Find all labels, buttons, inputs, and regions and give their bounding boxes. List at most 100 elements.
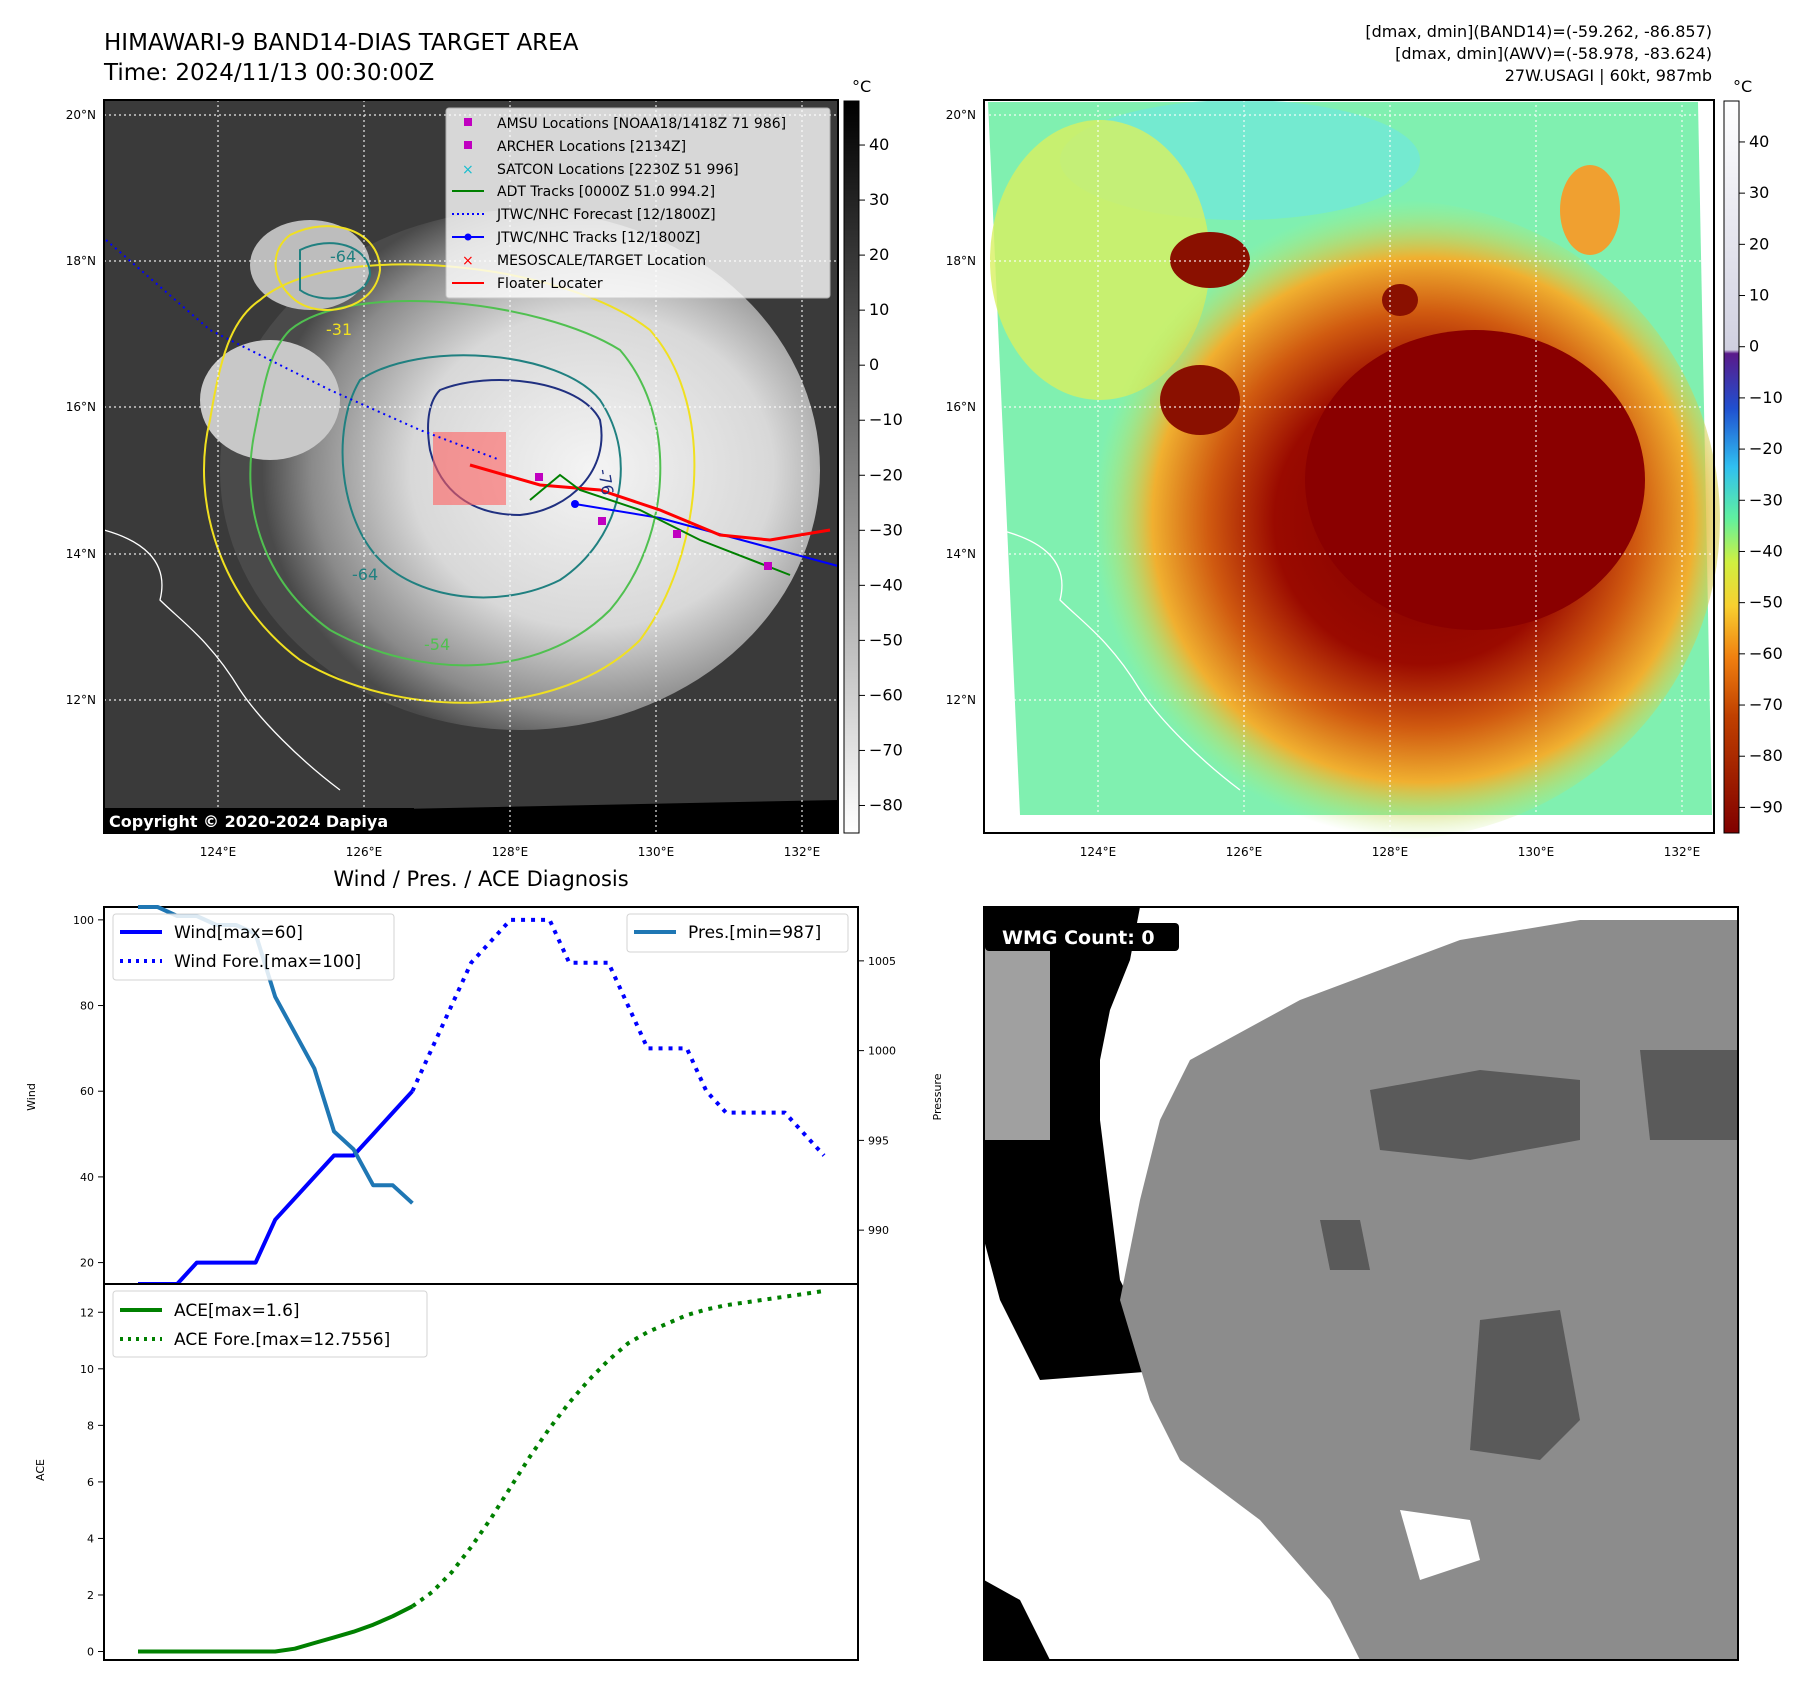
wind-legend: Wind[max=60] Wind Fore.[max=100] — [112, 913, 395, 981]
colorbar-tick-label: −30 — [869, 520, 903, 539]
y-tick-label: 0 — [87, 1646, 94, 1659]
right-map-lon-ticks: 124°E 126°E 128°E 130°E 132°E — [1080, 845, 1701, 859]
copyright: Copyright © 2020-2024 Dapiya — [109, 812, 388, 831]
figure-title-line2: Time: 2024/11/13 00:30:00Z — [103, 60, 434, 86]
coastline — [999, 529, 1241, 791]
contour-teal — [341, 354, 622, 599]
colorbar-tick-label: −30 — [1749, 490, 1783, 509]
y-tick-label: 20 — [80, 1257, 94, 1270]
legend-pressure: Pres.[min=987] — [688, 923, 821, 943]
contour-navy — [427, 379, 603, 517]
lat-tick: 16°N — [66, 400, 96, 414]
legend-floater: Floater Locater — [497, 276, 603, 292]
colorbar-tick-label: −70 — [1749, 695, 1783, 714]
y-tick-label: 100 — [73, 914, 94, 927]
contour-label: -64 — [352, 565, 378, 584]
y2-tick-label: 995 — [868, 1134, 889, 1147]
colorbar-tick-label: 20 — [1749, 234, 1769, 253]
contour-yellow-2 — [274, 225, 382, 311]
lat-tick: 18°N — [946, 254, 976, 268]
left-map-lon-ticks: 124°E 126°E 128°E 130°E 132°E — [200, 845, 821, 859]
colorbar-tick-label: −20 — [1749, 439, 1783, 458]
series-line-0 — [138, 1089, 414, 1286]
diagnosis-title: Wind / Pres. / ACE Diagnosis — [333, 867, 628, 891]
lon-tick: 132°E — [1664, 845, 1701, 859]
legend-target-marker: × — [462, 253, 474, 269]
series-line-1 — [411, 1288, 825, 1608]
colorbar-tick-label: −80 — [869, 795, 903, 814]
series-line-0 — [138, 1604, 414, 1654]
archer-marker — [764, 562, 772, 570]
colorbar-tick-label: 30 — [1749, 183, 1769, 202]
figure-title-line1: HIMAWARI-9 BAND14-DIAS TARGET AREA — [104, 30, 579, 56]
lat-tick: 18°N — [66, 254, 96, 268]
y-tick-label: 8 — [87, 1419, 94, 1432]
pressure-legend: Pres.[min=987] — [626, 913, 849, 953]
legend-archer-marker — [464, 141, 472, 149]
legend-target: MESOSCALE/TARGET Location — [497, 253, 706, 269]
colorbar-tick-label: −60 — [869, 685, 903, 704]
lat-tick: 20°N — [66, 108, 96, 122]
colorbar-tick-label: −70 — [869, 740, 903, 759]
colorbar-right-unit: °C — [1733, 77, 1752, 96]
lon-tick: 132°E — [784, 845, 821, 859]
y-tick-label: 4 — [87, 1532, 94, 1545]
lat-tick: 12°N — [66, 693, 96, 707]
wind-axis-label: Wind — [25, 1083, 38, 1111]
colorbar-tick-label: 20 — [869, 245, 889, 264]
lon-tick: 126°E — [1226, 845, 1263, 859]
adt-track — [529, 473, 791, 576]
legend-ace: ACE[max=1.6] — [174, 1301, 300, 1321]
archer-marker — [673, 530, 681, 538]
colorbar-tick-label: 10 — [1749, 286, 1769, 305]
colorbar-tick-label: −40 — [1749, 541, 1783, 560]
colorbar-tick-label: 30 — [869, 190, 889, 209]
colorbar-tick-label: −80 — [1749, 746, 1783, 765]
legend-wind: Wind[max=60] — [174, 923, 303, 943]
amsu-marker — [535, 473, 543, 481]
contour-label: -54 — [424, 635, 450, 654]
lat-tick: 20°N — [946, 108, 976, 122]
colorbar-tick-label: −50 — [869, 630, 903, 649]
target-box — [433, 432, 506, 505]
legend-ace-fore: ACE Fore.[max=12.7556] — [174, 1330, 390, 1350]
legend-amsu: AMSU Locations [NOAA18/1418Z 71 986] — [497, 116, 786, 132]
lon-tick: 126°E — [346, 845, 383, 859]
colorbar-right: °C 40 30 20 10 0 −10 −20 −30 −40 −50 −60 −70 −80 −90 — [1723, 77, 1783, 834]
legend-jtwc: JTWC/NHC Tracks [12/1800Z] — [496, 230, 700, 246]
pressure-axis-label: Pressure — [931, 1073, 944, 1120]
stats-line1: [dmax, dmin](BAND14)=(-59.262, -86.857) — [1365, 22, 1712, 41]
legend-amsu-marker — [464, 118, 472, 126]
colorbar-tick-label: −40 — [869, 575, 903, 594]
lon-tick: 128°E — [492, 845, 529, 859]
colorbar-tick-label: −60 — [1749, 644, 1783, 663]
lon-tick: 128°E — [1372, 845, 1409, 859]
y-tick-label: 40 — [80, 1171, 94, 1184]
contour-label: -31 — [326, 320, 352, 339]
colorbar-tick-label: 0 — [869, 355, 879, 374]
colorbar-tick-label: 0 — [1749, 337, 1759, 356]
wmg-panel: WMG Count: 0 — [983, 906, 1739, 1661]
colorbar-tick-label: −50 — [1749, 593, 1783, 612]
ace-axis-label: ACE — [34, 1459, 47, 1481]
stats-line3: 27W.USAGI | 60kt, 987mb — [1505, 66, 1712, 85]
lat-tick: 12°N — [946, 693, 976, 707]
colorbar-right-ticks: 40 30 20 10 0 −10 −20 −30 −40 −50 −60 −70 −80 −90 — [1739, 132, 1783, 816]
y2-tick-label: 1000 — [868, 1045, 896, 1058]
legend-forecast: JTWC/NHC Forecast [12/1800Z] — [496, 207, 716, 223]
jtwc-forecast-track — [105, 239, 501, 461]
colorbar-tick-label: 40 — [1749, 132, 1769, 151]
y-tick-label: 6 — [87, 1476, 94, 1489]
y-tick-label: 12 — [80, 1306, 94, 1319]
legend-jtwc-dot — [464, 233, 472, 241]
lon-tick: 130°E — [638, 845, 675, 859]
legend-adt: ADT Tracks [0000Z 51.0 994.2] — [497, 184, 715, 200]
y-tick-label: 10 — [80, 1363, 94, 1376]
lon-tick: 124°E — [1080, 845, 1117, 859]
lon-tick: 130°E — [1518, 845, 1555, 859]
ace-legend: ACE[max=1.6] ACE Fore.[max=12.7556] — [112, 1290, 428, 1358]
contour-navy-2 — [299, 242, 372, 300]
wmg-count: WMG Count: 0 — [1002, 927, 1155, 949]
colorbar-tick-label: 40 — [869, 135, 889, 154]
colorbar-tick-label: −20 — [869, 465, 903, 484]
